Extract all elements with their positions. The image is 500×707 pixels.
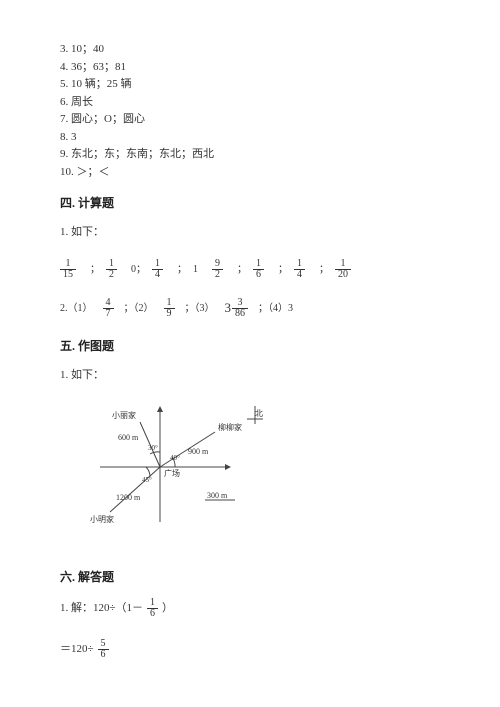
frac-5-6: 56 — [98, 639, 109, 660]
frac-1-9: 19 — [164, 298, 175, 319]
answer-9: 9. 东北；东；东南；东北；西北 — [60, 146, 450, 163]
fraction-row-1: 115 ； 12 0； 14 ； 1 92 ； 16 ； 14 ； 120 — [60, 259, 450, 280]
q6-1-prefix: 1. 解：120÷（1－ — [60, 600, 143, 617]
q6-1-line2: ＝120÷ 56 — [60, 639, 450, 660]
frac-9-2: 92 — [212, 259, 223, 280]
label-xiaoming: 小明家 — [90, 514, 114, 524]
frac-1-4: 14 — [152, 259, 163, 280]
q6-1-suffix: ） — [162, 600, 173, 617]
label-600: 600 m — [118, 433, 139, 442]
label-900: 900 m — [188, 447, 209, 456]
frac-1-2: 12 — [106, 259, 117, 280]
q4-1-label: 1. 如下： — [60, 224, 450, 241]
zero-text: 0； — [131, 262, 146, 277]
answer-10: 10. ＞；＜ — [60, 164, 450, 181]
sep: ； — [90, 262, 100, 277]
frac-1-15: 115 — [60, 259, 76, 280]
answer-8: 8. 3 — [60, 129, 450, 146]
answer-6: 6. 周长 — [60, 94, 450, 111]
label-1200: 1200 m — [116, 493, 141, 502]
q6-1-line1: 1. 解：120÷（1－ 16 ） — [60, 598, 450, 619]
sep: ； — [278, 262, 288, 277]
answer-4: 4. 36；63；81 — [60, 59, 450, 76]
direction-diagram: 小丽家 柳柳家 小明家 广场 北 600 m 900 m 1200 m 300 … — [60, 392, 290, 532]
q4-2-row: 2.（1） 47 ；（2） 19 ；（3） 3386 ；（4）3 — [60, 298, 450, 319]
label-xiaoli: 小丽家 — [112, 410, 136, 420]
label-scale: 300 m — [207, 491, 228, 500]
label-ang2: 40° — [170, 454, 180, 462]
sep: ； — [177, 262, 187, 277]
q4-2-p3: ；（3） — [185, 301, 215, 316]
section-6-title: 六. 解答题 — [60, 568, 450, 586]
label-liuliu: 柳柳家 — [218, 422, 242, 432]
answer-7: 7. 圆心；O；圆心 — [60, 111, 450, 128]
answer-3: 3. 10；40 — [60, 41, 450, 58]
q4-2-p4: ；（4）3 — [258, 301, 293, 316]
frac-1-20: 120 — [335, 259, 351, 280]
frac-1-4b: 14 — [294, 259, 305, 280]
frac-4-7: 47 — [103, 298, 114, 319]
sep: ； — [319, 262, 329, 277]
answer-5: 5. 10 辆；25 辆 — [60, 76, 450, 93]
mixed-3-3-86: 3386 — [225, 298, 249, 319]
q5-1-label: 1. 如下： — [60, 367, 450, 384]
frac-1-6: 16 — [253, 259, 264, 280]
label-north: 北 — [255, 409, 263, 418]
label-center: 广场 — [164, 468, 180, 478]
section-5-title: 五. 作图题 — [60, 337, 450, 355]
sep: ； — [237, 262, 247, 277]
frac-1-6: 16 — [147, 598, 158, 619]
section-4-title: 四. 计算题 — [60, 194, 450, 212]
q4-2-prefix: 2.（1） — [60, 301, 93, 316]
label-ang3: 45° — [142, 476, 152, 484]
one-text: 1 — [193, 262, 198, 277]
q6-1-line2-prefix: ＝120÷ — [60, 641, 94, 658]
q4-2-p2: ；（2） — [124, 301, 154, 316]
label-ang1: 30° — [148, 444, 158, 452]
